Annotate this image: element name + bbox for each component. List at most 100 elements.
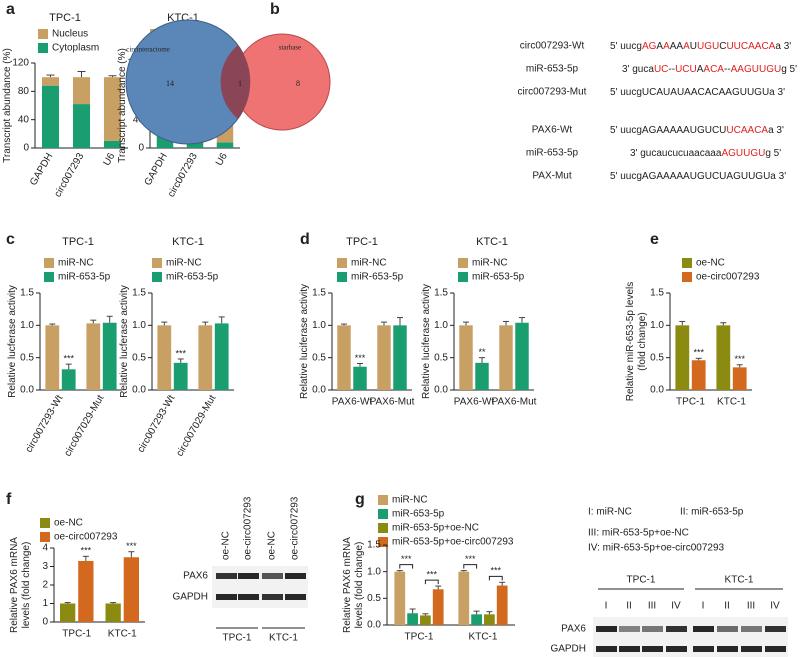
- legend-label: miR-NC: [472, 258, 508, 269]
- y-tick-label: 1.0: [650, 320, 664, 331]
- significance: ***: [81, 546, 92, 556]
- legend-label: Nucleus: [52, 29, 88, 40]
- y-tick-label: 1.0: [132, 320, 146, 331]
- y-tick-label: 120: [12, 58, 29, 69]
- blot-lane: oe-circ007293: [243, 496, 254, 560]
- y-tick-label: 1.5: [132, 288, 146, 299]
- bar: [499, 325, 513, 390]
- legend-label: miR-NC: [58, 258, 94, 269]
- y-tick-label: 1.5: [312, 288, 326, 299]
- sequence-part: UGU: [697, 41, 719, 52]
- y-label-line: Relative lucferase activity: [119, 285, 130, 398]
- chart-title: TPC-1: [49, 12, 81, 24]
- bar: [173, 362, 188, 390]
- bar: [471, 614, 482, 625]
- blot-band: [642, 626, 663, 632]
- legend-swatch: [38, 29, 48, 39]
- y-tick-label: 0: [42, 617, 48, 628]
- sequence-part: g 5': [765, 148, 781, 159]
- sequence: 5' uucgAGAAAAAUGUCUUCAACAa 3': [610, 125, 784, 136]
- venn-count: 8: [296, 79, 300, 88]
- blot-legend: I: miR-NC: [588, 507, 632, 518]
- blot-lane: IV: [770, 601, 780, 612]
- y-tick-label: 1: [42, 598, 48, 609]
- y-label-line: Relative miR-653-5p levels: [625, 282, 636, 402]
- y-tick-label: 0.0: [132, 385, 146, 396]
- bar: [420, 615, 431, 625]
- significance: ***: [126, 541, 137, 551]
- legend-label: miR-653-5p+oe-circ007293: [392, 537, 514, 548]
- legend-label: miR-NC: [351, 258, 387, 269]
- bar: [41, 77, 60, 86]
- x-tick-label: KTC-1: [108, 629, 137, 640]
- significance: ***: [465, 554, 476, 564]
- legend-swatch: [378, 537, 388, 547]
- y-axis-label: Transcript abundance (%): [2, 48, 13, 163]
- blot-band: [717, 646, 738, 652]
- legend-label: oe-NC: [54, 518, 83, 529]
- sequence-part: AGUUGU: [721, 148, 765, 159]
- venn-count: 14: [166, 79, 174, 88]
- y-axis-label: Relative luciferase activity: [421, 284, 432, 399]
- x-tick-label: KTC-1: [717, 397, 746, 408]
- x-tick-label: PAX6-Wt: [454, 397, 495, 408]
- venn-set-label: circinteractome: [126, 46, 170, 54]
- y-tick-label: 0.5: [434, 352, 448, 363]
- sequence: 3' gucaucucuaacaaaAGUUGUg 5': [630, 148, 781, 159]
- bar: [394, 571, 406, 625]
- x-tick-label: PAX6-Wt: [332, 397, 373, 408]
- y-tick-label: 0.0: [650, 385, 664, 396]
- bar: [60, 603, 76, 622]
- chart-title: TPC-1: [62, 236, 94, 248]
- blot-band: [741, 626, 762, 632]
- legend-label: miR-653-5p: [351, 272, 404, 283]
- sequence: 5' uucgAGAAAAAUGUCUAGUUGUa 3': [610, 171, 786, 182]
- significance: ***: [491, 566, 502, 576]
- blot-lane: IV: [671, 601, 681, 612]
- y-axis-label: Relative PAX6 mRNAlevels (fold change): [342, 537, 365, 633]
- legend-swatch: [38, 43, 48, 53]
- y-axis-label: Relative luciferase activity: [299, 284, 310, 399]
- y-tick-label: 1.0: [20, 320, 34, 331]
- bar: [72, 77, 91, 105]
- legend-label: Cytoplasm: [52, 43, 99, 54]
- y-tick-label: 80: [18, 86, 30, 97]
- blot-band: [741, 646, 762, 652]
- significance-bracket: [424, 579, 439, 585]
- sequence-part: 3' guca: [622, 64, 654, 75]
- blot-group: KTC-1: [269, 633, 298, 644]
- x-tick-label: PAX6-Mut: [370, 397, 415, 408]
- y-tick-label: 1.5: [650, 288, 664, 299]
- y-tick-label: 1.0: [312, 320, 326, 331]
- sequence-name: PAX-Mut: [532, 171, 571, 182]
- blot-band: [262, 573, 283, 579]
- blot-band: [765, 646, 786, 652]
- sequence-part: g 5': [781, 64, 797, 75]
- blot-band: [216, 573, 237, 579]
- significance: ***: [427, 569, 438, 579]
- y-tick-label: 0: [138, 143, 144, 154]
- y-tick-label: 1.0: [367, 566, 381, 577]
- panel-label: c: [6, 231, 15, 248]
- sequence-part: AG: [642, 41, 657, 52]
- legend-label: miR-653-5p: [58, 272, 111, 283]
- blot-band: [642, 646, 663, 652]
- y-tick-label: 0.0: [367, 620, 381, 631]
- y-tick-label: 0.5: [312, 352, 326, 363]
- blot-legend: III: miR-653-5p+oe-NC: [588, 528, 689, 539]
- sequence-name: PAX6-Wt: [532, 125, 573, 136]
- legend-swatch: [682, 272, 692, 282]
- significance: **: [478, 347, 486, 357]
- sequence-part: a 3': [768, 125, 784, 136]
- significance: ***: [734, 354, 745, 364]
- significance: ***: [175, 348, 186, 358]
- blot-lane: oe-NC: [267, 531, 278, 560]
- sequence-part: U: [690, 41, 697, 52]
- blot-group: KTC-1: [725, 575, 754, 586]
- sequence-part: A: [683, 41, 690, 52]
- bar: [103, 77, 122, 141]
- bar: [105, 603, 121, 622]
- legend-label: miR-653-5p: [392, 509, 445, 520]
- blot-row: PAX6: [561, 624, 586, 635]
- y-label-line: Relative luciferase activity: [421, 284, 432, 399]
